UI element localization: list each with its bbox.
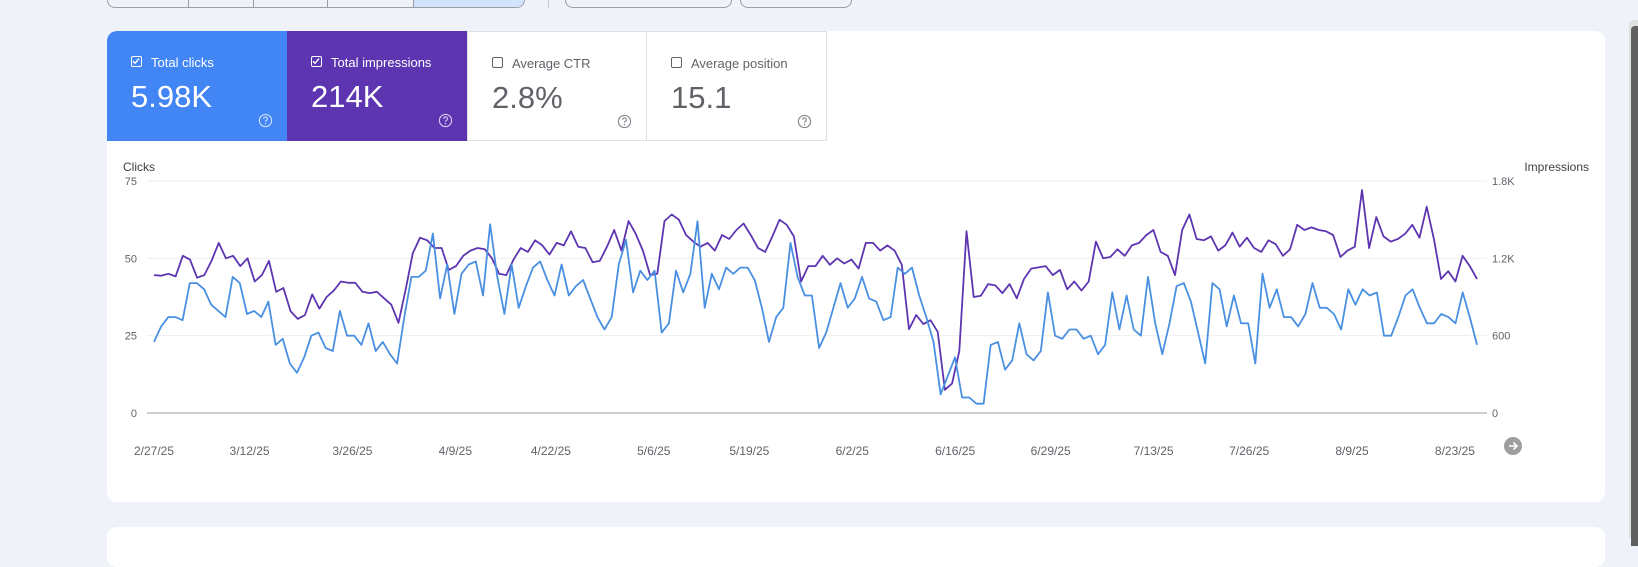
x-tick-label: 4/22/25	[531, 444, 571, 458]
metric-tabs: Total clicks 5.98K Total impressions 214…	[107, 31, 827, 141]
y-left-tick-label: 25	[125, 331, 137, 343]
metric-value: 2.8%	[492, 80, 563, 115]
x-tick-label: 7/26/25	[1229, 444, 1269, 458]
y-left-tick-label: 75	[125, 176, 137, 188]
y-right-tick-label: 0	[1492, 408, 1498, 420]
metric-label: Average position	[691, 56, 788, 71]
checkbox-checked-icon[interactable]	[131, 56, 142, 67]
date-range-button-group[interactable]	[107, 0, 525, 8]
x-tick-label: 6/16/25	[935, 444, 975, 458]
performance-card: Total clicks 5.98K Total impressions 214…	[107, 31, 1605, 502]
impressions-series-line	[153, 189, 1478, 391]
filter-button[interactable]	[565, 0, 732, 8]
chart-next-arrow-button[interactable]	[1504, 437, 1522, 455]
x-tick-label: 6/29/25	[1031, 444, 1071, 458]
chart-lines	[153, 189, 1478, 405]
checkbox-checked-icon[interactable]	[311, 56, 322, 67]
chart-grid	[147, 180, 1487, 414]
checkbox-unchecked-icon[interactable]	[671, 57, 682, 68]
help-icon[interactable]	[258, 113, 273, 128]
metric-label: Total impressions	[331, 55, 432, 70]
x-tick-label: 4/9/25	[439, 444, 473, 458]
x-tick-label: 7/13/25	[1134, 444, 1174, 458]
metric-value: 15.1	[671, 80, 732, 115]
metric-value: 214K	[311, 79, 384, 114]
metric-average-ctr[interactable]: Average CTR 2.8%	[467, 31, 647, 141]
toolbar-divider	[548, 0, 549, 8]
y-left-axis-ticks: 75 50 25 0	[125, 176, 137, 420]
arrow-right-icon	[1509, 441, 1519, 451]
metric-label: Average CTR	[512, 56, 591, 71]
x-tick-label: 8/23/25	[1435, 444, 1475, 458]
x-tick-label: 8/9/25	[1335, 444, 1369, 458]
new-filter-button[interactable]	[740, 0, 852, 8]
x-tick-label: 5/6/25	[637, 444, 671, 458]
y-right-axis-title: Impressions	[1524, 160, 1589, 174]
y-left-tick-label: 50	[125, 253, 137, 265]
x-tick-label: 3/12/25	[230, 444, 270, 458]
y-left-tick-label: 0	[131, 408, 137, 420]
help-icon[interactable]	[797, 114, 812, 129]
clicks-series-line	[153, 220, 1478, 405]
metric-total-clicks[interactable]: Total clicks 5.98K	[107, 31, 287, 141]
date-range-option-selected[interactable]	[414, 0, 524, 7]
scrollbar-thumb[interactable]	[1631, 26, 1638, 546]
date-range-option[interactable]	[189, 0, 254, 7]
secondary-card	[107, 527, 1605, 567]
date-range-option[interactable]	[108, 0, 189, 7]
x-tick-label: 3/26/25	[332, 444, 372, 458]
date-range-option[interactable]	[328, 0, 414, 7]
help-icon[interactable]	[438, 113, 453, 128]
metric-label: Total clicks	[151, 55, 214, 70]
metric-value: 5.98K	[131, 79, 213, 114]
metric-total-impressions[interactable]: Total impressions 214K	[287, 31, 467, 141]
y-left-axis-title: Clicks	[123, 160, 155, 174]
x-axis-ticks: 2/27/25 3/12/25 3/26/25 4/9/25 4/22/25 5/6/25…	[134, 444, 1475, 458]
y-right-tick-label: 1.2K	[1492, 253, 1515, 265]
y-right-axis-ticks: 1.8K 1.2K 600 0	[1492, 176, 1515, 420]
y-right-tick-label: 1.8K	[1492, 176, 1515, 188]
metric-average-position[interactable]: Average position 15.1	[647, 31, 827, 141]
x-tick-label: 2/27/25	[134, 444, 174, 458]
y-right-tick-label: 600	[1492, 331, 1510, 343]
x-tick-label: 5/19/25	[729, 444, 769, 458]
date-range-option[interactable]	[254, 0, 328, 7]
checkbox-unchecked-icon[interactable]	[492, 57, 503, 68]
help-icon[interactable]	[617, 114, 632, 129]
x-tick-label: 6/2/25	[836, 444, 870, 458]
